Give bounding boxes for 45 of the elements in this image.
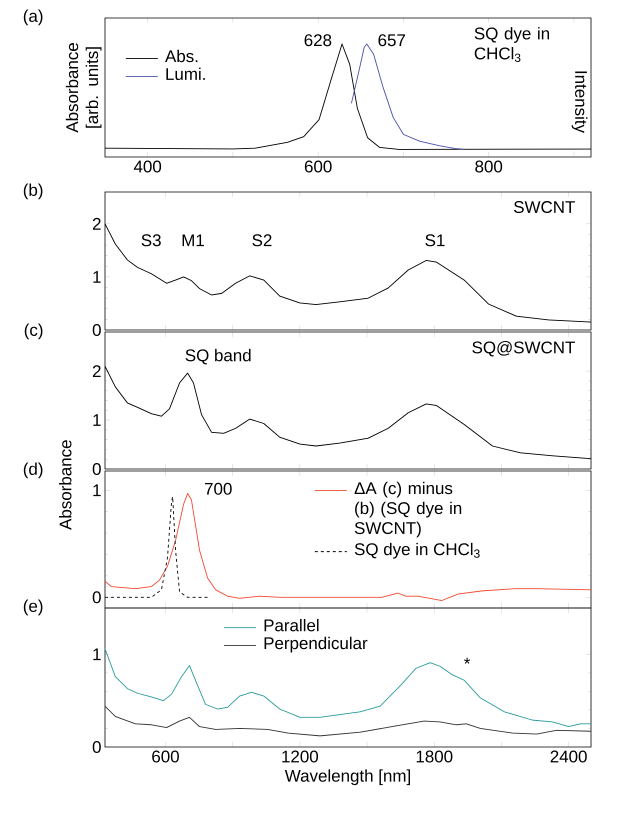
legend-label: Parallel <box>264 618 319 632</box>
annotation: SQ dye in CHCl$_{3}$ <box>474 27 550 62</box>
annotation: SQ@SWCNT <box>472 341 575 356</box>
annotation: S2 <box>252 234 272 246</box>
annotation: SQ band <box>186 348 251 364</box>
legend-label: SQ dye in CHCl$_{3}$ <box>354 542 480 559</box>
y-tick-label: 0 <box>92 591 101 604</box>
x-tick-label: 1800 <box>416 750 452 763</box>
legend-label: Abs. <box>165 50 198 62</box>
y-tick-label: 1 <box>93 414 101 426</box>
annotation: SWCNT <box>514 201 575 214</box>
y-tick-label: 1 <box>93 271 101 283</box>
line-series <box>104 706 592 736</box>
x-tick-label: 600 <box>304 160 332 173</box>
annotation: S3 <box>142 234 161 246</box>
chart-title: (a) <box>24 10 42 26</box>
y-tick-label: 1 <box>93 484 101 496</box>
x-axis-title: Wavelength [nm] <box>284 769 410 786</box>
annotation: M1 <box>182 234 204 246</box>
annotation: 700 <box>204 482 232 495</box>
chart-title: (b) <box>24 184 42 200</box>
y-tick-label: 1 <box>93 648 101 660</box>
x-tick-label: 800 <box>475 160 502 173</box>
y-tick-label: 2 <box>92 218 101 230</box>
annotation: * <box>464 658 470 664</box>
y-tick-label: 0 <box>92 324 101 336</box>
annotation: 628 <box>304 34 332 46</box>
chart-title: (c) <box>24 324 42 340</box>
y-tick-label: 2 <box>92 365 101 378</box>
y-tick-label: 0 <box>92 741 101 753</box>
x-tick-label: 1200 <box>282 750 318 763</box>
x-tick-label: 600 <box>152 750 179 763</box>
y2-axis-title: Intensity <box>572 72 588 133</box>
y-tick-label: 0 <box>92 463 101 475</box>
x-tick-label: 2400 <box>550 750 587 763</box>
y-axis-title: Absorbance <box>59 440 72 530</box>
y-axis-title: Absorbance [arb. units] <box>66 43 102 133</box>
legend-label: Lumi. <box>166 68 205 80</box>
chart-title: (e) <box>24 600 42 616</box>
annotation: 657 <box>378 34 406 46</box>
annotation: S1 <box>425 234 445 246</box>
x-tick-label: 400 <box>134 160 162 173</box>
legend-label: Perpendicular <box>264 636 368 653</box>
legend-label: ΔA (c) minus (b) (SQ dye in SWCNT) <box>354 482 462 538</box>
chart-title: (d) <box>24 462 42 478</box>
